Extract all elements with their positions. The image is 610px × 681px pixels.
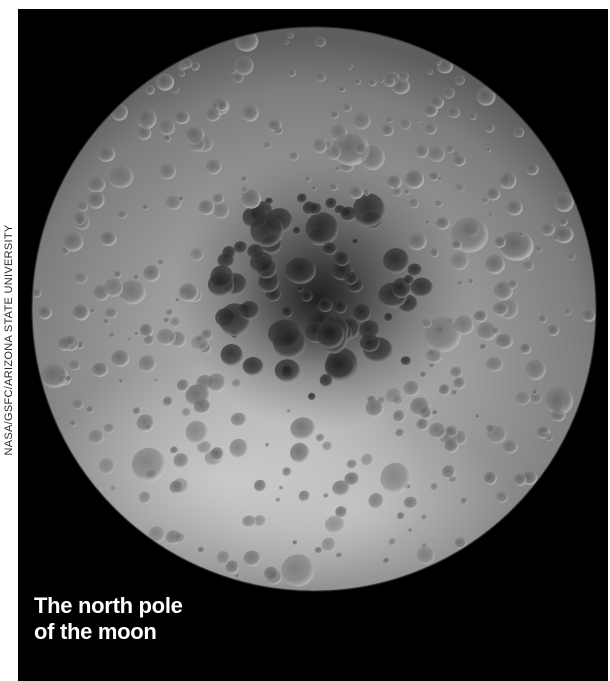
- moon-illustration: [18, 9, 608, 681]
- photo-credit-strip: NASA/GSFC/ARIZONA STATE UNIVERSITY: [0, 0, 18, 681]
- caption-line-1: The north pole: [34, 593, 183, 618]
- caption: The north pole of the moon: [34, 593, 183, 645]
- photo-credit: NASA/GSFC/ARIZONA STATE UNIVERSITY: [3, 224, 15, 456]
- caption-line-2: of the moon: [34, 619, 157, 644]
- moon-photo: The north pole of the moon: [18, 9, 608, 681]
